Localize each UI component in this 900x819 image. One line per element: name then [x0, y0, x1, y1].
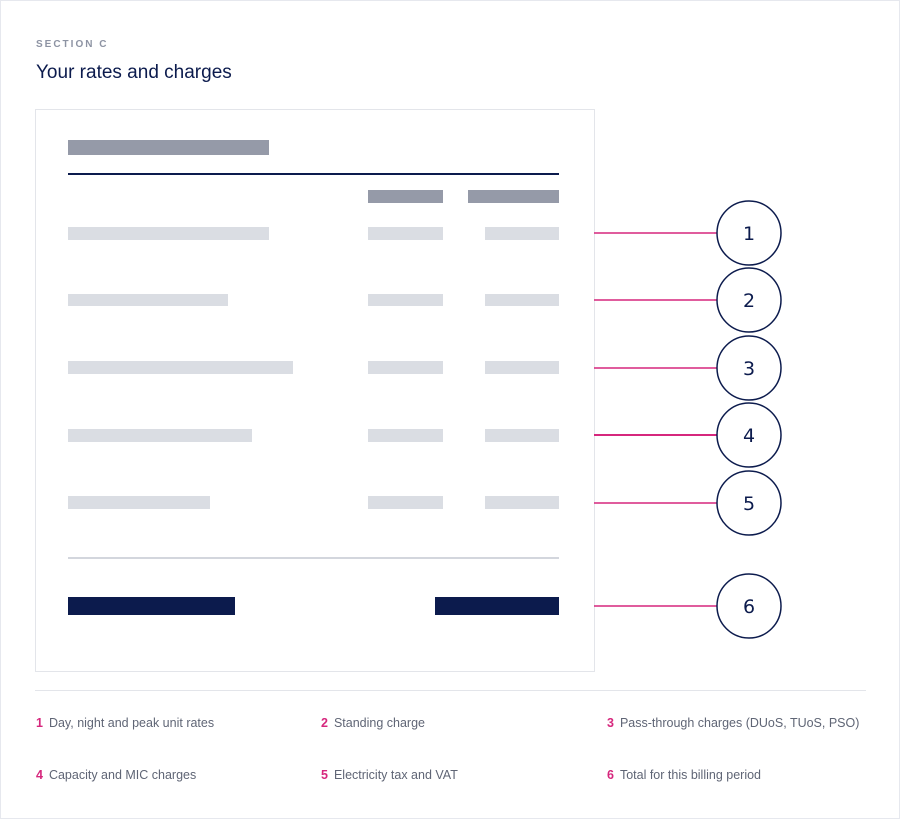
- legend-number: 3: [607, 716, 614, 730]
- legend-text: Standing charge: [333, 716, 425, 730]
- callout-number: 6: [743, 596, 755, 618]
- row-value-placeholder: [485, 496, 559, 509]
- callout-number: 5: [743, 493, 755, 515]
- total-label-placeholder: [68, 597, 235, 615]
- column-header-placeholder: [468, 190, 559, 203]
- row-value-placeholder: [368, 227, 443, 240]
- section-eyebrow: SECTION C: [36, 39, 109, 50]
- callout-5: 5: [594, 470, 782, 536]
- callout-number: 3: [743, 358, 755, 380]
- row-label-placeholder: [68, 361, 293, 374]
- legend-item-2: 2 Standing charge: [321, 714, 581, 733]
- row-label-placeholder: [68, 496, 210, 509]
- row-value-placeholder: [368, 294, 443, 306]
- legend-item-5: 5 Electricity tax and VAT: [321, 766, 581, 785]
- legend-number: 5: [321, 768, 328, 782]
- callout-1: 1: [594, 200, 782, 266]
- column-header-placeholder: [368, 190, 443, 203]
- row-label-placeholder: [68, 294, 228, 306]
- row-label-placeholder: [68, 429, 252, 442]
- callout-number: 1: [743, 223, 755, 245]
- legend-item-4: 4 Capacity and MIC charges: [36, 766, 296, 785]
- legend-item-1: 1 Day, night and peak unit rates: [36, 714, 296, 733]
- legend-text: Total for this billing period: [619, 768, 761, 782]
- legend-item-3: 3 Pass-through charges (DUoS, TUoS, PSO): [607, 714, 862, 733]
- total-value-placeholder: [435, 597, 559, 615]
- legend-text: Electricity tax and VAT: [333, 768, 458, 782]
- bill-header-rule: [68, 173, 559, 175]
- legend-divider: [35, 690, 866, 691]
- row-value-placeholder: [368, 496, 443, 509]
- legend-text: Capacity and MIC charges: [48, 768, 197, 782]
- section-title: Your rates and charges: [36, 62, 232, 83]
- legend-number: 2: [321, 716, 328, 730]
- legend-text: Pass-through charges (DUoS, TUoS, PSO): [619, 716, 860, 730]
- row-value-placeholder: [485, 361, 559, 374]
- callout-number: 4: [743, 425, 755, 447]
- legend-item-6: 6 Total for this billing period: [607, 766, 862, 785]
- row-value-placeholder: [485, 294, 559, 306]
- total-divider: [68, 557, 559, 559]
- row-label-placeholder: [68, 227, 269, 240]
- row-value-placeholder: [368, 361, 443, 374]
- legend-text: Day, night and peak unit rates: [48, 716, 215, 730]
- legend-number: 1: [36, 716, 43, 730]
- callout-3: 3: [594, 335, 782, 401]
- legend-number: 6: [607, 768, 614, 782]
- row-value-placeholder: [485, 429, 559, 442]
- bill-title-placeholder: [68, 140, 269, 155]
- callout-2: 2: [594, 267, 782, 333]
- legend-number: 4: [36, 768, 43, 782]
- bill-illustration: [35, 109, 595, 672]
- callout-number: 2: [743, 290, 755, 312]
- callout-6: 6: [594, 573, 782, 639]
- row-value-placeholder: [368, 429, 443, 442]
- row-value-placeholder: [485, 227, 559, 240]
- callout-4: 4: [594, 402, 782, 468]
